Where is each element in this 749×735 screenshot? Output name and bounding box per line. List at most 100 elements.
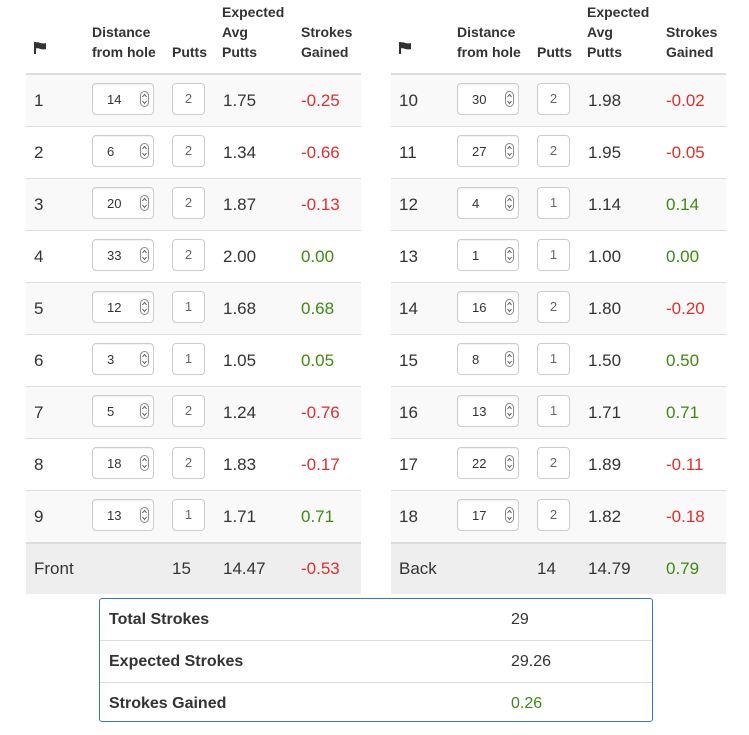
distance-input[interactable]: 17 — [457, 499, 519, 531]
distance-input[interactable]: 1 — [457, 239, 519, 271]
putts-input[interactable]: 1 — [172, 499, 205, 531]
spinner-icon[interactable] — [505, 247, 514, 263]
putts-input[interactable]: 2 — [172, 187, 205, 219]
putts-input[interactable]: 2 — [537, 499, 570, 531]
front-total-row: Front 15 14.47 -0.53 — [26, 543, 361, 594]
distance-value: 6 — [107, 144, 115, 159]
distance-input[interactable]: 4 — [457, 187, 519, 219]
spinner-icon[interactable] — [140, 91, 149, 107]
distance-input[interactable]: 12 — [92, 291, 154, 323]
expected-putts: 1.68 — [223, 299, 257, 318]
hole-row: 5 12 1 1.68 0.68 — [26, 283, 361, 335]
putts-input[interactable]: 2 — [172, 83, 205, 115]
strokes-gained: 0.50 — [666, 351, 700, 370]
distance-input[interactable]: 13 — [92, 499, 154, 531]
hole-number: 11 — [399, 143, 417, 162]
expected-putts: 1.95 — [588, 143, 622, 162]
putts-input[interactable]: 2 — [172, 447, 205, 479]
spinner-icon[interactable] — [140, 247, 149, 263]
spinner-icon[interactable] — [505, 195, 514, 211]
putts-input[interactable]: 1 — [172, 343, 205, 375]
distance-input[interactable]: 16 — [457, 291, 519, 323]
distance-input[interactable]: 18 — [92, 447, 154, 479]
spinner-icon[interactable] — [140, 195, 149, 211]
hole-row: 16 13 1 1.71 0.71 — [391, 387, 726, 439]
spinner-icon[interactable] — [140, 299, 149, 315]
putts-input[interactable]: 2 — [172, 135, 205, 167]
flag-icon — [34, 39, 47, 59]
distance-value: 8 — [472, 352, 480, 367]
hole-number: 14 — [399, 299, 418, 318]
hole-number: 8 — [34, 455, 44, 474]
putts-input[interactable]: 1 — [537, 343, 570, 375]
hole-row: 13 1 1 1.00 0.00 — [391, 231, 726, 283]
distance-input[interactable]: 20 — [92, 187, 154, 219]
spinner-icon[interactable] — [505, 455, 514, 471]
strokes-gained: -0.02 — [666, 91, 705, 110]
distance-input[interactable]: 8 — [457, 343, 519, 375]
spinner-icon[interactable] — [140, 507, 149, 523]
strokes-gained: 0.14 — [666, 195, 700, 214]
putts-input[interactable]: 2 — [172, 239, 205, 271]
putts-input[interactable]: 2 — [537, 447, 570, 479]
expected-putts: 1.89 — [588, 455, 622, 474]
distance-input[interactable]: 6 — [92, 135, 154, 167]
hole-row: 10 30 2 1.98 -0.02 — [391, 75, 726, 127]
putts-input[interactable]: 1 — [537, 239, 570, 271]
hole-number: 13 — [399, 247, 418, 266]
expected-putts: 1.34 — [223, 143, 257, 162]
putts-input[interactable]: 1 — [537, 187, 570, 219]
front-total-expected: 14.47 — [223, 559, 266, 578]
distance-input[interactable]: 22 — [457, 447, 519, 479]
back-total-row: Back 14 14.79 0.79 — [391, 543, 726, 594]
spinner-icon[interactable] — [505, 351, 514, 367]
distance-input[interactable]: 27 — [457, 135, 519, 167]
distance-value: 20 — [107, 196, 122, 211]
expected-putts: 1.05 — [223, 351, 257, 370]
distance-input[interactable]: 5 — [92, 395, 154, 427]
spinner-icon[interactable] — [505, 403, 514, 419]
putts-input[interactable]: 2 — [537, 291, 570, 323]
spinner-icon[interactable] — [140, 455, 149, 471]
strokes-gained: -0.66 — [301, 143, 340, 162]
total-strokes-label: Total Strokes — [109, 611, 210, 628]
back-total-putts: 14 — [537, 559, 556, 578]
putts-input[interactable]: 2 — [537, 135, 570, 167]
putts-input[interactable]: 1 — [172, 291, 205, 323]
spinner-icon[interactable] — [140, 403, 149, 419]
distance-value: 3 — [107, 352, 115, 367]
expected-putts: 1.14 — [588, 195, 622, 214]
distance-value: 27 — [472, 144, 487, 159]
spinner-icon[interactable] — [505, 299, 514, 315]
strokes-gained: -0.18 — [666, 507, 705, 526]
header-expected: Expected Avg Putts — [222, 4, 285, 60]
header-distance: Distance from hole — [92, 24, 156, 60]
spinner-icon[interactable] — [505, 91, 514, 107]
spinner-icon[interactable] — [140, 351, 149, 367]
putts-input[interactable]: 1 — [537, 395, 570, 427]
strokes-gained: 0.05 — [301, 351, 335, 370]
distance-input[interactable]: 3 — [92, 343, 154, 375]
front-nine-table: Distance from hole Putts Expected Avg Pu… — [26, 0, 361, 594]
header-strokes-gained: Strokes Gained — [301, 24, 353, 60]
spinner-icon[interactable] — [140, 143, 149, 159]
putts-input[interactable]: 2 — [172, 395, 205, 427]
distance-input[interactable]: 30 — [457, 83, 519, 115]
spinner-icon[interactable] — [505, 507, 514, 523]
expected-putts: 1.71 — [588, 403, 622, 422]
distance-value: 22 — [472, 456, 487, 471]
hole-row: 4 33 2 2.00 0.00 — [26, 231, 361, 283]
expected-putts: 1.87 — [223, 195, 257, 214]
hole-number: 18 — [399, 507, 418, 526]
distance-input[interactable]: 13 — [457, 395, 519, 427]
hole-number: 7 — [34, 403, 44, 422]
putts-input[interactable]: 2 — [537, 83, 570, 115]
hole-number: 16 — [399, 403, 418, 422]
summary-row-strokes-gained: Strokes Gained 0.26 — [100, 682, 652, 724]
distance-input[interactable]: 14 — [92, 83, 154, 115]
strokes-gained: 0.68 — [301, 299, 335, 318]
distance-input[interactable]: 33 — [92, 239, 154, 271]
hole-number: 4 — [34, 247, 44, 266]
expected-putts: 1.00 — [588, 247, 622, 266]
spinner-icon[interactable] — [505, 143, 514, 159]
